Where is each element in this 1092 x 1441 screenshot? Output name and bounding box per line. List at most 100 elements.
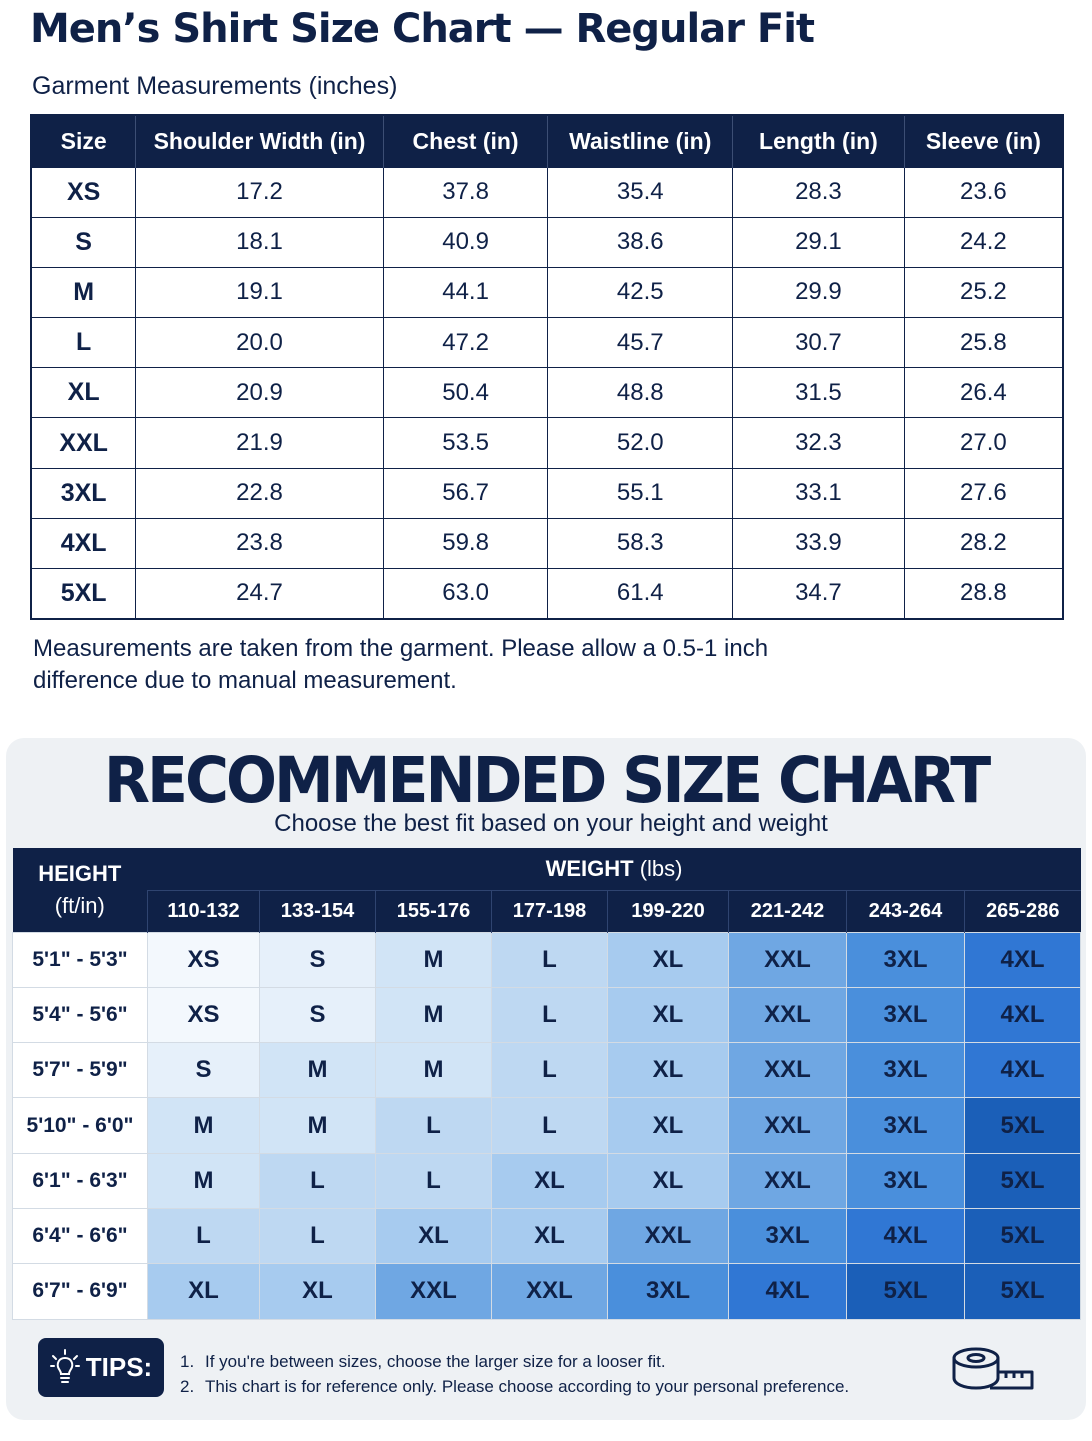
table-row: 4XL 23.8 59.8 58.3 33.9 28.2	[30, 517, 1064, 570]
height-header-label: HEIGHT	[38, 860, 122, 886]
height-range-cell: 6'7" - 6'9"	[12, 1263, 148, 1320]
recommended-size-cell: M	[375, 1042, 492, 1099]
recommended-size-cell: S	[259, 931, 376, 988]
tip-item: 2. This chart is for reference only. Plea…	[180, 1377, 850, 1396]
weight-range-row: 110-132 133-154 155-176 177-198 199-220 221-2…	[13, 890, 1081, 932]
size-label-cell: 3XL	[30, 467, 137, 519]
recommended-size-cell: XXL	[728, 1042, 847, 1099]
table-row: L 20.0 47.2 45.7 30.7 25.8	[30, 317, 1064, 369]
recommended-title: RECOMMENDED SIZE CHART	[103, 744, 991, 818]
measurement-cell: 33.9	[732, 517, 905, 570]
garment-table-header-row: Size Shoulder Width (in) Chest (in) Wais…	[31, 115, 1063, 167]
recommended-size-cell: XS	[147, 931, 260, 988]
recommended-size-cell: 3XL	[846, 1152, 965, 1209]
table-row: 5'1" - 5'3" XS S M L XL XXL 3XL 4XL	[12, 931, 1082, 988]
recommended-size-cell: XL	[147, 1263, 260, 1320]
measurement-cell: 38.6	[547, 216, 734, 268]
recommended-size-cell: 3XL	[728, 1207, 847, 1265]
recommended-size-cell: S	[259, 986, 376, 1044]
table-row: XXL 21.9 53.5 52.0 32.3 27.0	[30, 417, 1064, 469]
height-range-cell: 5'7" - 5'9"	[12, 1042, 148, 1099]
recommended-size-cell: L	[375, 1152, 492, 1209]
tips-label: TIPS:	[85, 1352, 153, 1382]
column-header-shoulder: Shoulder Width (in)	[135, 115, 384, 167]
measurement-cell: 61.4	[547, 567, 734, 620]
recommended-size-cell: 5XL	[963, 1207, 1082, 1265]
size-label-cell: XL	[30, 367, 137, 419]
measurement-cell: 26.4	[903, 367, 1064, 419]
table-row: 5'7" - 5'9" S M M L XL XXL 3XL 4XL	[12, 1042, 1082, 1099]
table-row: 6'1" - 6'3" M L L XL XL XXL 3XL 5XL	[12, 1152, 1082, 1209]
size-label-cell: L	[30, 317, 137, 369]
measurement-cell: 55.1	[547, 467, 734, 519]
measurement-cell: 20.0	[135, 317, 384, 369]
measurement-cell: 25.8	[903, 317, 1064, 369]
weight-header: WEIGHT (lbs)	[147, 848, 1081, 891]
measurement-cell: 32.3	[732, 417, 905, 469]
recommended-size-cell: XL	[259, 1263, 376, 1320]
column-header-size: Size	[31, 115, 137, 167]
measurement-cell: 40.9	[382, 216, 549, 268]
recommended-size-cell: 5XL	[963, 1097, 1082, 1154]
measurement-cell: 35.4	[547, 166, 734, 218]
measurement-cell: 59.8	[382, 517, 549, 570]
measurement-cell: 23.8	[135, 517, 384, 570]
page-title: Men’s Shirt Size Chart — Regular Fit	[30, 6, 815, 52]
weight-range-header: 133-154	[259, 890, 376, 932]
measurement-cell: 31.5	[732, 367, 905, 419]
size-label-cell: XS	[30, 166, 137, 218]
table-row: S 18.1 40.9 38.6 29.1 24.2	[30, 216, 1064, 268]
recommended-size-cell: 5XL	[963, 1152, 1082, 1209]
measurement-cell: 17.2	[135, 166, 384, 218]
measurement-cell: 28.2	[903, 517, 1064, 570]
measurement-cell: 58.3	[547, 517, 734, 570]
size-label-cell: 5XL	[30, 567, 137, 620]
recommended-size-cell: 4XL	[728, 1263, 847, 1320]
measurement-cell: 29.9	[732, 266, 905, 319]
recommended-size-cell: 3XL	[846, 1097, 965, 1154]
measurement-cell: 47.2	[382, 317, 549, 369]
recommended-size-cell: 3XL	[607, 1263, 729, 1320]
recommended-subtitle: Choose the best fit based on your height…	[274, 810, 828, 837]
recommended-size-cell: XL	[607, 1097, 729, 1154]
tips-badge: TIPS:	[38, 1338, 164, 1397]
recommended-size-cell: L	[259, 1207, 376, 1265]
recommended-size-cell: XL	[607, 1152, 729, 1209]
recommended-size-cell: XXL	[607, 1207, 729, 1265]
recommended-size-cell: XL	[607, 1042, 729, 1099]
recommended-size-cell: XXL	[728, 1097, 847, 1154]
measurement-cell: 30.7	[732, 317, 905, 369]
measurement-cell: 56.7	[382, 467, 549, 519]
table-row: 5XL 24.7 63.0 61.4 34.7 28.8	[30, 567, 1064, 620]
size-label-cell: 4XL	[30, 517, 137, 570]
recommended-size-cell: XL	[491, 1207, 608, 1265]
recommended-size-cell: L	[491, 986, 608, 1044]
table-row: XL 20.9 50.4 48.8 31.5 26.4	[30, 367, 1064, 419]
recommended-size-cell: XL	[375, 1207, 492, 1265]
height-range-cell: 5'4" - 5'6"	[12, 986, 148, 1044]
size-label-cell: XXL	[30, 417, 137, 469]
height-range-cell: 5'1" - 5'3"	[12, 931, 148, 988]
weight-header-label: WEIGHT	[545, 855, 634, 881]
recommended-size-cell: L	[375, 1097, 492, 1154]
recommended-size-cell: M	[259, 1097, 376, 1154]
recommended-size-cell: 4XL	[963, 931, 1082, 988]
measurement-cell: 28.8	[903, 567, 1064, 620]
recommended-size-cell: S	[147, 1042, 260, 1099]
recommended-size-cell: 3XL	[846, 986, 965, 1044]
recommended-size-cell: XS	[147, 986, 260, 1044]
measurement-cell: 20.9	[135, 367, 384, 419]
column-header-waistline: Waistline (in)	[547, 115, 734, 167]
tips-list: 1. If you're between sizes, choose the la…	[180, 1349, 849, 1399]
measurement-cell: 28.3	[732, 166, 905, 218]
size-label-cell: S	[30, 216, 137, 268]
measurement-cell: 34.7	[732, 567, 905, 620]
measurement-note: Measurements are taken from the garment.…	[33, 635, 769, 694]
measurement-cell: 27.0	[903, 417, 1064, 469]
recommended-size-cell: L	[147, 1207, 260, 1265]
recommended-size-cell: 5XL	[963, 1263, 1082, 1320]
measurement-cell: 22.8	[135, 467, 384, 519]
weight-range-header: 155-176	[375, 890, 492, 932]
recommended-size-cell: L	[491, 931, 608, 988]
measurement-cell: 42.5	[547, 266, 734, 319]
